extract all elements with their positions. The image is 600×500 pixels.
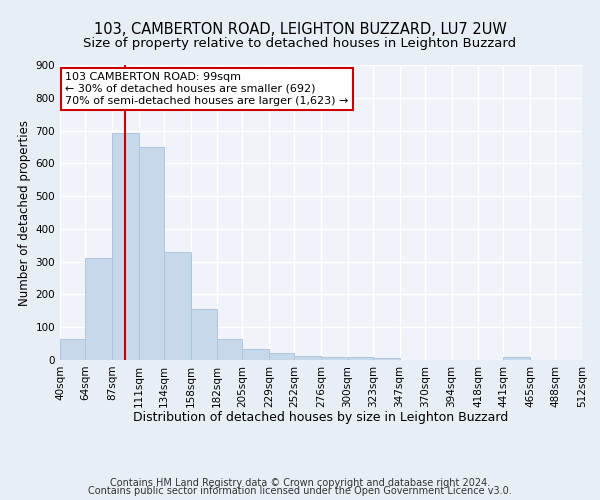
Text: 103, CAMBERTON ROAD, LEIGHTON BUZZARD, LU7 2UW: 103, CAMBERTON ROAD, LEIGHTON BUZZARD, L… [94,22,506,38]
Bar [139,147,164,360]
Bar [242,348,269,360]
Text: Size of property relative to detached houses in Leighton Buzzard: Size of property relative to detached ho… [83,38,517,51]
Text: 103 CAMBERTON ROAD: 99sqm
← 30% of detached houses are smaller (692)
70% of semi: 103 CAMBERTON ROAD: 99sqm ← 30% of detac… [65,72,349,106]
Text: Contains HM Land Registry data © Crown copyright and database right 2024.: Contains HM Land Registry data © Crown c… [110,478,490,488]
X-axis label: Distribution of detached houses by size in Leighton Buzzard: Distribution of detached houses by size … [133,411,509,424]
Bar [112,133,139,360]
Bar [321,358,347,360]
Text: Contains public sector information licensed under the Open Government Licence v3: Contains public sector information licen… [88,486,512,496]
Bar [164,252,191,360]
Bar [503,356,530,360]
Bar [217,338,242,360]
Bar [373,358,400,360]
Bar [85,258,112,360]
Bar [269,354,295,360]
Bar [295,356,321,360]
Y-axis label: Number of detached properties: Number of detached properties [19,120,31,306]
Bar [191,309,217,360]
Bar [347,358,373,360]
Bar [60,338,85,360]
